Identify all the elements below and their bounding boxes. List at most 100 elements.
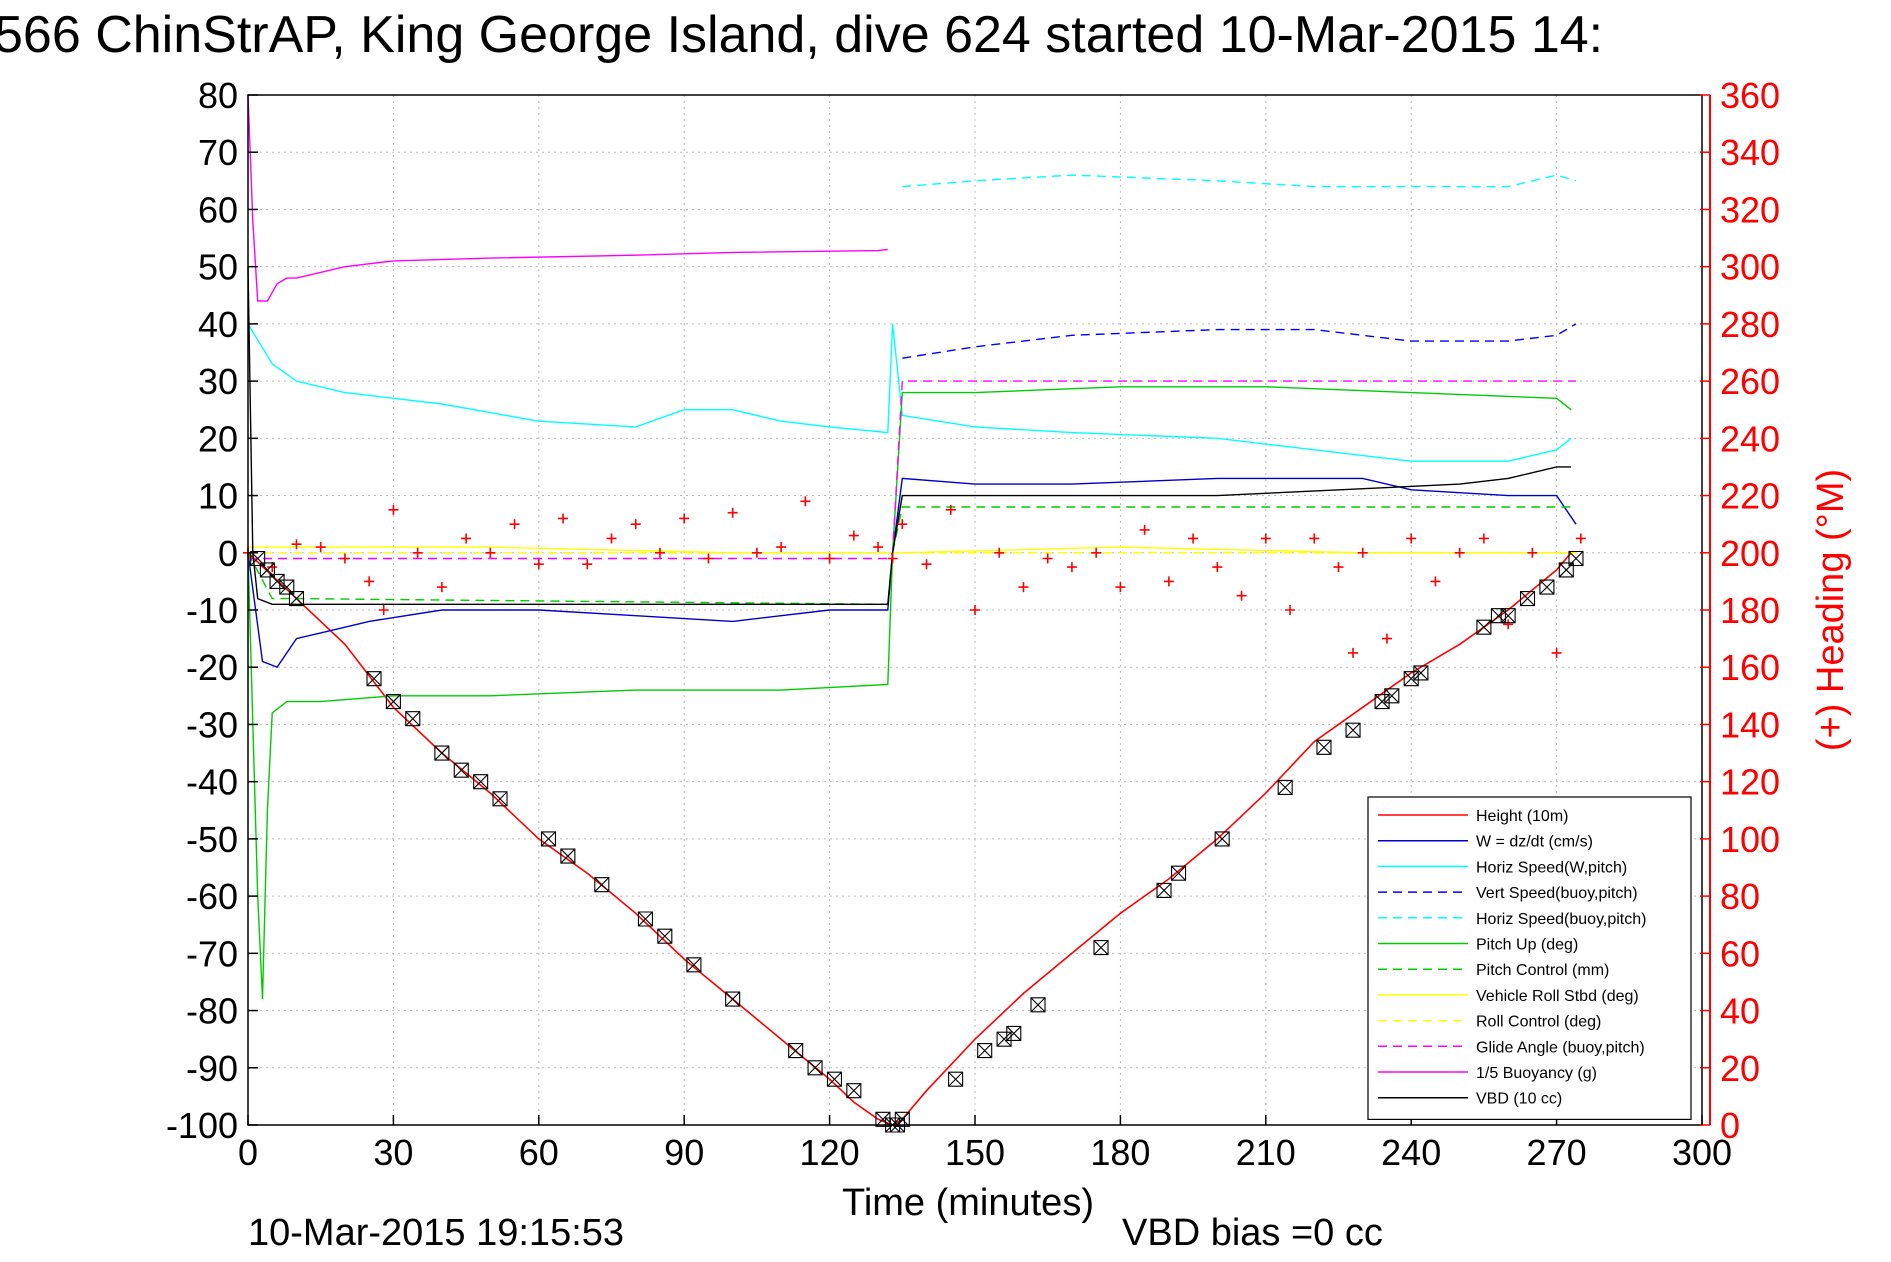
legend-box [1367,796,1692,1120]
y-tick-label: 80 [198,75,238,116]
right-tick-label: 200 [1720,533,1780,574]
right-tick-label: 180 [1720,590,1780,631]
position-marker [1413,665,1429,681]
right-tick-label: 240 [1720,418,1780,459]
right-y-axis: 0 20 40 60 80 100 120 140 160 180 200 220 240 260 280 3… [1700,75,1780,1146]
left-y-axis: -100-90-80-70-60-50-40-30-20-10010203040… [166,75,258,1146]
heading-point [848,530,859,541]
right-tick-label: 340 [1720,132,1780,173]
position-marker [637,911,653,927]
x-axis: 0 30 60 90 120 150 180 210 240 270 300 [238,1115,1732,1173]
heading-point [1236,590,1247,601]
heading-point [339,553,350,564]
x-tick-label: 60 [519,1132,559,1173]
heading-point [1260,533,1271,544]
right-tick-label: 140 [1720,704,1780,745]
heading-point [1406,533,1417,544]
heading-point [887,553,898,564]
legend-label: Pitch Control (mm) [1476,962,1609,979]
heading-point [582,559,593,570]
y-tick-label: -60 [186,876,238,917]
right-tick-label: 60 [1720,933,1760,974]
heading-point [315,542,326,553]
series-line-pitch-up-deg [247,386,1572,1000]
position-marker [453,762,469,778]
heading-point [1188,533,1199,544]
y-tick-label: -40 [186,762,238,803]
position-marker [826,1071,842,1087]
heading-point [1503,619,1514,630]
position-marker [1345,722,1361,738]
series-line-glide-angle-buoy-pitch [248,380,1576,560]
position-marker [492,791,508,807]
y-tick-label: -30 [186,704,238,745]
position-marker [385,694,401,710]
legend-label: Glide Angle (buoy,pitch) [1476,1039,1645,1056]
right-tick-label: 360 [1720,75,1780,116]
series-line-1-5-buoyancy-g [247,94,888,302]
heading-point [509,519,520,530]
position-marker [405,711,421,727]
right-tick-label: 320 [1720,189,1780,230]
position-marker [977,1043,993,1059]
y-tick-label: 40 [198,304,238,345]
position-marker [434,745,450,761]
legend-label: 1/5 Buoyancy (g) [1476,1065,1597,1082]
heading-point [776,542,787,553]
y-tick-label: -20 [186,647,238,688]
position-marker [1384,688,1400,704]
position-marker [686,957,702,973]
heading-point [679,513,690,524]
x-axis-label: Time (minutes) [842,1182,1094,1224]
heading-point [1285,605,1296,615]
y-tick-label: 20 [198,418,238,459]
heading-point [461,533,472,544]
position-marker [657,928,673,944]
timestamp-footer: 10-Mar-2015 19:15:53 [248,1212,624,1254]
heading-point [436,582,447,593]
heading-point [703,553,714,564]
legend-label: Height (10m) [1476,808,1568,825]
heading-point [388,504,399,515]
y-tick-label: -50 [186,819,238,860]
x-tick-label: 0 [238,1132,258,1173]
position-markers [250,550,1584,1133]
x-tick-label: 30 [373,1132,413,1173]
vbd-bias-note: VBD bias =0 cc [1122,1212,1383,1254]
heading-point [1454,547,1465,558]
heading-point [654,547,665,558]
heading-point [1527,547,1538,558]
right-tick-label: 20 [1720,1048,1760,1089]
heading-point [1139,524,1150,535]
heading-point [1430,576,1441,587]
heading-point [630,519,641,530]
heading-point [378,605,389,615]
y-tick-label: -10 [186,590,238,631]
series-line-horiz-speed-buoy-pitch [902,174,1577,188]
heading-point [291,539,302,550]
heading-point [485,547,496,558]
legend-label: Vehicle Roll Stbd (deg) [1476,988,1639,1005]
position-marker [846,1083,862,1099]
position-marker [807,1060,823,1076]
x-tick-label: 120 [800,1132,860,1173]
position-marker [1316,739,1332,755]
right-tick-label: 40 [1720,991,1760,1032]
position-marker [269,573,285,589]
position-marker [1476,619,1492,635]
heading-point [994,547,1005,558]
heading-point [1018,582,1029,593]
series-line-vehicle-roll-stbd-deg [248,546,1576,554]
right-tick-label: 260 [1720,361,1780,402]
series-line-horiz-speed-w-pitch [247,323,1572,462]
legend-label: Horiz Speed(buoy,pitch) [1476,911,1646,928]
heading-point [1163,576,1174,587]
right-axis-label: (+) Heading (°M) [1810,469,1852,751]
legend-label: Vert Speed(buoy,pitch) [1476,885,1638,902]
position-marker [1171,865,1187,881]
legend-label: Horiz Speed(W,pitch) [1476,859,1627,876]
x-tick-label: 210 [1236,1132,1296,1173]
heading-point [751,547,762,558]
y-tick-label: 70 [198,132,238,173]
heading-point [921,559,932,570]
